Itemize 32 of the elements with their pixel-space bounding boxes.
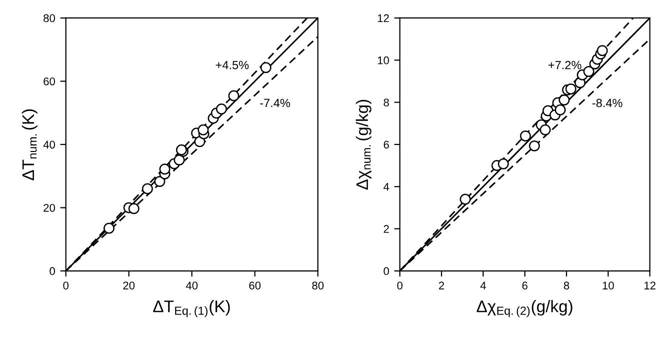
y-tick-label: 2 xyxy=(384,225,389,233)
y-tick-label: 12 xyxy=(378,14,389,22)
x-tick-label: 20 xyxy=(123,282,135,290)
y-tick-label: 0 xyxy=(50,267,56,276)
x-tick-label: 12 xyxy=(644,282,656,290)
annotation: -7.4% xyxy=(260,98,290,108)
y-tick-label: 0 xyxy=(384,267,389,276)
y-tick-label: 4 xyxy=(384,182,390,191)
x-axis-title: Δχ$_{Eq.(2)}$(g/kg) xyxy=(476,300,572,318)
x-tick-label: 4 xyxy=(480,282,486,290)
x-tick-label: 2 xyxy=(438,282,444,290)
x-axis-title: ΔT$_{Eq.(1)}$(K) xyxy=(153,300,230,318)
y-axis-title: Δχ$_{num.}$(g/kg) xyxy=(356,100,372,190)
y-tick-label: 60 xyxy=(44,77,56,86)
annotation: +7.2% xyxy=(548,60,582,70)
x-tick-label: 60 xyxy=(249,282,261,290)
annotation: +4.5% xyxy=(216,60,249,70)
x-tick-label: 0 xyxy=(63,282,69,290)
x-tick-label: 6 xyxy=(522,282,528,290)
x-tick-label: 80 xyxy=(312,282,324,290)
annotation: -8.4% xyxy=(592,98,622,108)
x-tick-label: 8 xyxy=(564,282,570,290)
y-tick-label: 40 xyxy=(43,140,56,149)
x-tick-label: 40 xyxy=(186,282,198,290)
y-tick-label: 10 xyxy=(378,56,389,64)
y-tick-label: 20 xyxy=(44,204,56,212)
y-tick-label: 80 xyxy=(44,14,56,22)
y-axis-title: ΔT$_{num.}$(K) xyxy=(22,109,38,180)
x-tick-label: 0 xyxy=(397,282,402,290)
y-tick-label: 6 xyxy=(384,140,389,149)
y-tick-label: 8 xyxy=(384,98,389,106)
x-tick-label: 10 xyxy=(602,282,614,290)
